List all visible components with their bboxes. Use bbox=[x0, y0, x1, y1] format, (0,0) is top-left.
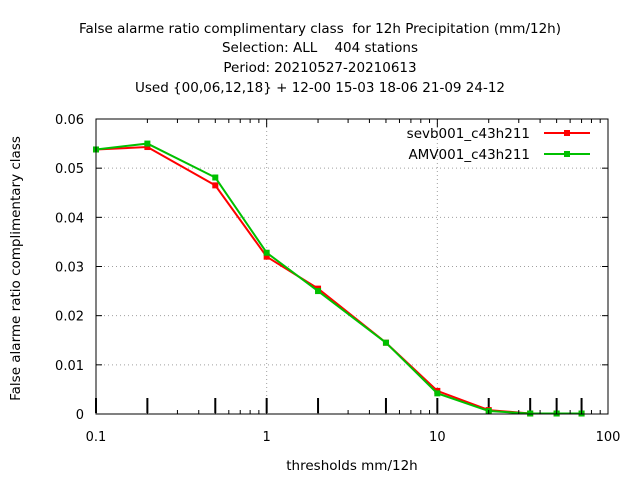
y-axis-label: False alarme ratio complimentary class bbox=[8, 136, 24, 401]
legend-marker-2 bbox=[564, 151, 570, 157]
x-tick-label: 1 bbox=[263, 430, 271, 445]
series-1-point bbox=[212, 182, 219, 189]
x-tick-label: 0.1 bbox=[86, 430, 107, 445]
ticks-layer: 0 0.01 0.02 0.03 0.04 0.05 0.06 0.1 1 10 100 bbox=[55, 113, 620, 445]
series-2-point bbox=[315, 288, 322, 295]
series-2-point bbox=[263, 249, 270, 256]
series-2-point bbox=[382, 339, 389, 346]
series-1-point bbox=[263, 253, 270, 260]
y-tick-label: 0.04 bbox=[55, 211, 84, 226]
series-layer bbox=[93, 140, 585, 417]
series-line-1 bbox=[95, 146, 582, 415]
chart-title-line-3: Period: 20210527-20210613 bbox=[223, 60, 417, 76]
legend-label-1: sevb001_c43h211 bbox=[407, 126, 530, 142]
legend-marker-1 bbox=[564, 130, 570, 136]
y-tick-label: 0 bbox=[76, 408, 84, 423]
legend: sevb001_c43h211 AMV001_c43h211 bbox=[407, 126, 590, 163]
chart-title-line-1: False alarme ratio complimentary class f… bbox=[78, 21, 562, 37]
y-tick-label: 0.02 bbox=[55, 310, 84, 325]
x-tick-label: 10 bbox=[429, 430, 446, 445]
y-tick-label: 0.01 bbox=[55, 359, 84, 374]
grid-layer bbox=[96, 119, 608, 414]
series-2-point bbox=[144, 140, 151, 147]
x-tick-label: 100 bbox=[596, 430, 621, 445]
x-axis-label: thresholds mm/12h bbox=[286, 458, 418, 474]
y-tick-label: 0.03 bbox=[55, 261, 84, 276]
series-line-2 bbox=[95, 142, 582, 415]
series-2-point bbox=[434, 390, 441, 397]
chart-title-line-4: Used {00,06,12,18} + 12-00 15-03 18-06 2… bbox=[134, 80, 506, 96]
series-2-point bbox=[212, 174, 219, 181]
legend-label-2: AMV001_c43h211 bbox=[408, 147, 530, 163]
y-tick-label: 0.06 bbox=[55, 113, 84, 128]
chart-title-line-2: Selection: ALL 404 stations bbox=[221, 40, 419, 56]
series-1-point bbox=[144, 144, 151, 151]
y-tick-label: 0.05 bbox=[55, 162, 84, 177]
